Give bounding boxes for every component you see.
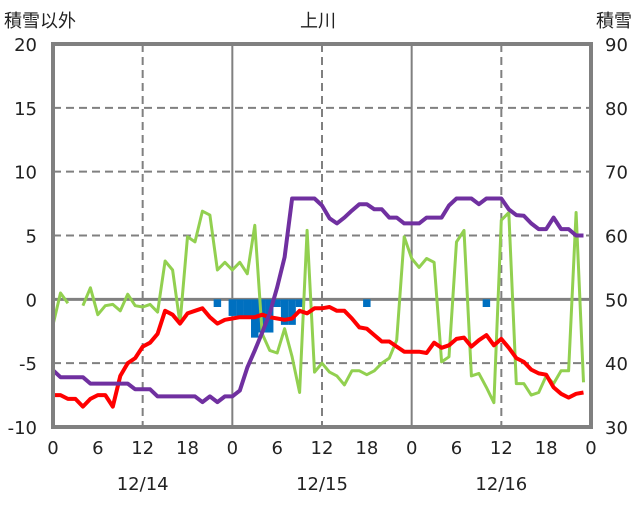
bar [236,299,244,316]
date-label: 12/16 [475,474,527,495]
x-tick-label: 12 [490,438,513,459]
bar [280,299,289,325]
x-tick-label: 18 [176,438,199,459]
right-tick-label: 40 [605,354,628,375]
x-tick-label: 6 [92,438,103,459]
x-tick-label: 18 [535,438,558,459]
bar [228,299,237,316]
x-tick-label: 0 [406,438,417,459]
series-lines [51,196,585,409]
x-tick-label: 0 [47,438,58,459]
date-label: 12/15 [296,474,348,495]
bar [482,299,491,307]
x-tick-label: 6 [451,438,462,459]
right-tick-label: 90 [605,35,628,56]
x-tick-label: 18 [355,438,378,459]
left-tick-label: 0 [26,290,37,311]
x-tick-label: 12 [311,438,334,459]
date-label: 12/14 [117,474,169,495]
series-line-purple [51,196,584,405]
right-tick-label: 50 [605,290,628,311]
bar [363,299,371,307]
bar [273,299,281,307]
left-tick-label: 5 [26,227,37,248]
x-tick-label: 0 [585,438,596,459]
left-tick-label: 20 [14,35,37,56]
left-tick-label: -10 [8,418,37,439]
bar [213,299,222,307]
chart-title: 上川 [300,11,336,32]
right-tick-label: 80 [605,99,628,120]
series-line-green [51,209,585,405]
x-tick-label: 0 [227,438,238,459]
left-axis-label: 積雪以外 [4,11,76,32]
bar [288,299,296,325]
bar [243,299,252,316]
right-tick-label: 60 [605,227,628,248]
series-line-red [53,305,584,409]
left-tick-label: -5 [19,354,37,375]
bar [295,299,304,307]
left-tick-label: 15 [14,99,37,120]
right-axis-label: 積雪 [596,11,632,32]
right-tick-label: 70 [605,163,628,184]
plot-frame [51,42,593,429]
x-tick-label: 6 [271,438,282,459]
left-tick-label: 10 [14,163,37,184]
x-tick-label: 12 [131,438,154,459]
right-tick-label: 30 [605,418,628,439]
